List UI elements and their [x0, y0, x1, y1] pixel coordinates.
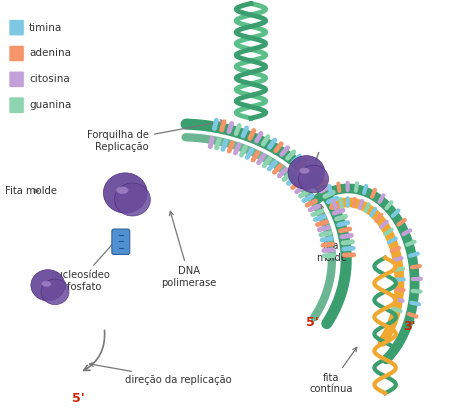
FancyBboxPatch shape [9, 97, 24, 114]
Text: guanina: guanina [29, 100, 72, 110]
Text: 5': 5' [306, 316, 319, 329]
FancyBboxPatch shape [112, 229, 130, 254]
Ellipse shape [116, 187, 128, 194]
Text: fita
contínua: fita contínua [310, 347, 357, 394]
Text: direção da replicação: direção da replicação [90, 363, 231, 385]
FancyBboxPatch shape [9, 71, 24, 88]
Text: 5': 5' [72, 392, 85, 405]
Ellipse shape [299, 168, 310, 174]
Text: citosina: citosina [29, 74, 70, 84]
FancyBboxPatch shape [9, 45, 24, 62]
Text: adenina: adenina [29, 48, 71, 59]
Text: Forquilha de
Replicação: Forquilha de Replicação [87, 120, 225, 152]
Ellipse shape [31, 270, 65, 301]
Ellipse shape [298, 165, 328, 193]
Ellipse shape [41, 279, 69, 305]
Ellipse shape [104, 173, 147, 213]
FancyBboxPatch shape [9, 19, 24, 36]
Ellipse shape [288, 156, 325, 189]
Text: DNA
polimerase: DNA polimerase [162, 211, 217, 287]
Ellipse shape [114, 183, 150, 216]
Ellipse shape [41, 281, 51, 287]
Text: fita
molde: fita molde [316, 204, 347, 263]
Text: 3': 3' [403, 320, 415, 333]
Text: timina: timina [29, 23, 63, 33]
Text: nucleosídeo
trifosfato: nucleosídeo trifosfato [50, 237, 118, 292]
Text: Fita molde: Fita molde [5, 186, 57, 196]
